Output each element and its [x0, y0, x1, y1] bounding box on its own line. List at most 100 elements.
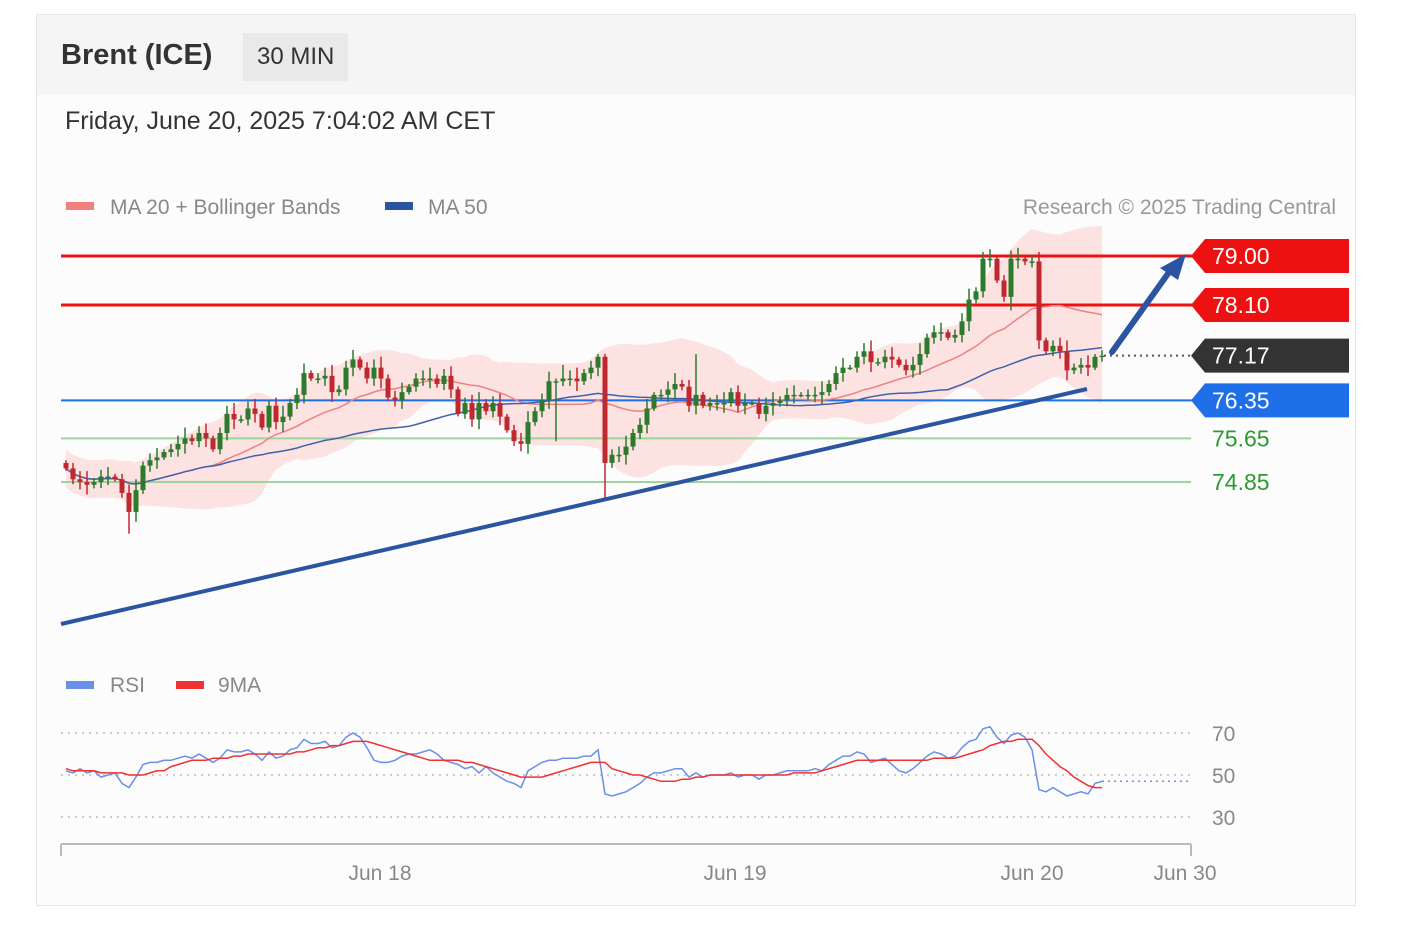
candle	[987, 249, 993, 268]
candle	[952, 329, 958, 343]
ma20-legend-label: MA 20 + Bollinger Bands	[110, 196, 341, 219]
candle	[798, 392, 804, 398]
candle	[637, 418, 643, 440]
rsi-ma-legend-label: 9MA	[218, 674, 261, 697]
candle	[854, 351, 860, 373]
candle	[112, 473, 118, 482]
candle	[119, 473, 125, 498]
candle	[679, 379, 685, 391]
svg-text:78.10: 78.10	[1212, 292, 1270, 318]
rsi-grid: 70 50 30	[61, 723, 1235, 830]
candle	[917, 343, 923, 375]
candles	[63, 247, 1105, 534]
candle	[497, 393, 503, 426]
candle	[294, 388, 300, 410]
candle	[210, 435, 216, 452]
candle	[322, 367, 328, 386]
candle	[182, 427, 188, 454]
candle	[896, 356, 902, 368]
candle	[602, 354, 608, 499]
candle	[728, 388, 734, 407]
candle	[392, 390, 398, 407]
candle	[938, 322, 944, 341]
rsi-legend-label: RSI	[110, 674, 145, 697]
candle	[1057, 337, 1063, 359]
candle	[588, 360, 594, 380]
candle	[1015, 247, 1021, 269]
candle	[882, 349, 888, 369]
candle	[469, 394, 475, 427]
candle	[777, 396, 783, 407]
candle	[511, 424, 517, 447]
candle	[504, 413, 510, 433]
rsi-legend-swatch	[66, 681, 94, 689]
candle	[567, 370, 573, 386]
candle	[826, 379, 832, 396]
candle	[644, 398, 650, 434]
candle	[770, 392, 776, 416]
bollinger-band-area	[66, 226, 1102, 510]
candle	[686, 379, 692, 412]
candle	[399, 382, 405, 409]
candle	[385, 374, 391, 402]
candle	[189, 434, 195, 445]
candle	[623, 435, 629, 465]
candle	[714, 394, 720, 411]
candle	[315, 373, 321, 384]
candle	[973, 287, 979, 304]
candle	[665, 381, 671, 403]
candle	[924, 333, 930, 358]
candle	[126, 484, 132, 534]
candle	[406, 383, 412, 395]
candle	[413, 373, 419, 392]
candle	[238, 415, 244, 424]
candle	[490, 396, 496, 418]
level-tag-78.10: 78.10	[1191, 288, 1349, 323]
candle	[217, 427, 223, 455]
candle	[518, 432, 524, 452]
candle	[224, 405, 230, 441]
support-trendline	[60, 387, 1088, 626]
rsi-tick-50: 50	[1212, 765, 1235, 788]
interval-badge[interactable]: 30 MIN	[243, 33, 349, 81]
candle	[329, 364, 335, 402]
candle	[833, 366, 839, 391]
rsi-line	[65, 725, 1103, 797]
candle	[455, 386, 461, 417]
candle	[707, 397, 713, 411]
candle	[980, 251, 986, 298]
candle	[1036, 251, 1042, 349]
level-tag-79.00: 79.00	[1191, 239, 1349, 273]
chart-header: Brent (ICE) 30 MIN	[37, 15, 1355, 95]
candle	[756, 397, 762, 419]
candle	[819, 381, 825, 405]
candle	[994, 256, 1000, 283]
copyright-label: Research © 2025 Trading Central	[1023, 196, 1336, 219]
timestamp: Friday, June 20, 2025 7:04:02 AM CET	[65, 107, 496, 135]
projection-arrow-shaft	[1109, 265, 1175, 355]
candle	[308, 370, 314, 381]
level-tag-77.17: 77.17	[1191, 338, 1349, 373]
rsi-ma-legend-swatch	[176, 681, 204, 689]
candle	[168, 443, 174, 457]
candle	[1022, 254, 1028, 266]
candle	[742, 393, 748, 415]
candle	[840, 358, 846, 382]
candle	[266, 400, 272, 433]
candle	[280, 405, 286, 432]
candle	[259, 411, 265, 430]
trend-annotations	[60, 254, 1186, 626]
rsi-tick-30: 30	[1212, 807, 1235, 830]
candle	[525, 411, 531, 454]
candle	[441, 369, 447, 391]
candle	[252, 398, 258, 423]
candle	[63, 460, 69, 471]
candle	[539, 393, 545, 418]
candle	[1050, 340, 1056, 357]
candle	[763, 397, 769, 422]
rsi-lines	[65, 725, 1190, 797]
candle	[560, 364, 566, 387]
candle	[245, 401, 251, 426]
projection-arrow-head	[1160, 254, 1186, 280]
candle	[553, 378, 559, 442]
